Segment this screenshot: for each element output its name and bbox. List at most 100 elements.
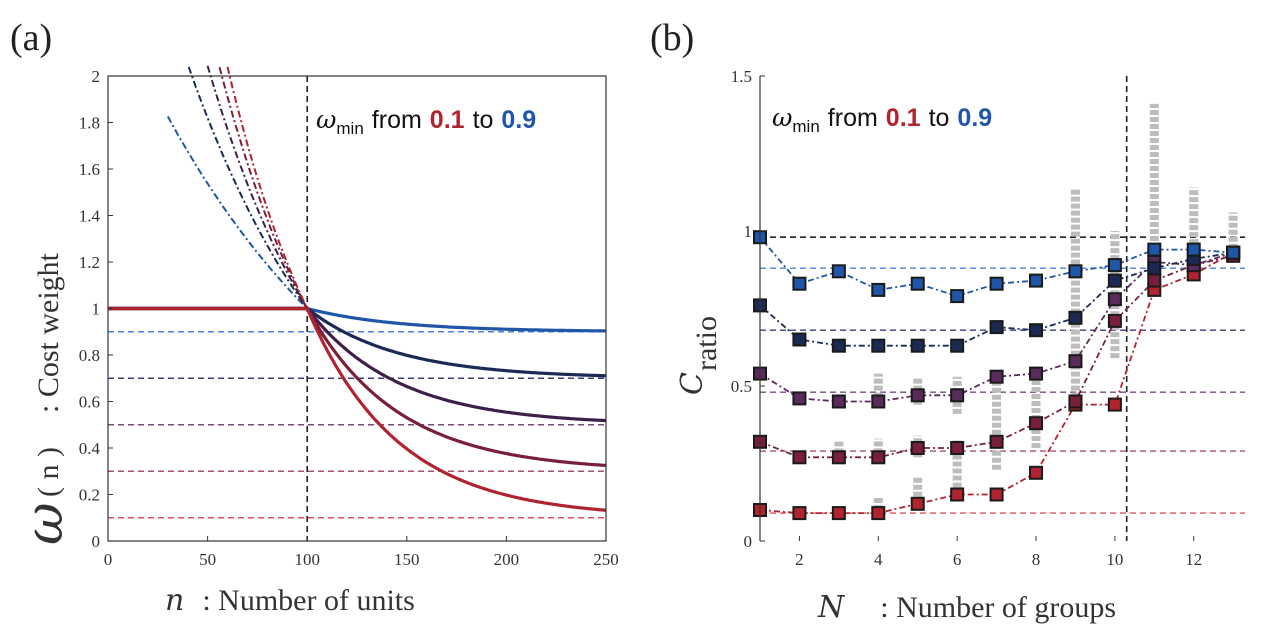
panel-a-annotation: ωmin from 0.1 to 0.9 — [316, 105, 536, 138]
data-point — [1029, 416, 1044, 431]
x-tick-label: 50 — [199, 550, 216, 569]
data-point — [950, 487, 965, 502]
high-value-b: 0.9 — [957, 104, 992, 132]
high-value: 0.9 — [501, 106, 536, 134]
data-point — [910, 496, 925, 511]
panel-a-series — [108, 65, 607, 512]
x-tick-label-b: 6 — [953, 550, 962, 569]
y-c-symbol: C — [675, 372, 710, 395]
panel-b-ticks: 0 0.5 1 1.5 2 4 6 8 10 12 — [731, 67, 1202, 569]
data-point — [910, 338, 925, 353]
panel-b-gray-bars — [834, 103, 1238, 510]
data-point — [792, 450, 807, 465]
data-point — [1186, 242, 1201, 257]
data-point — [1107, 397, 1122, 412]
data-point — [989, 434, 1004, 449]
panel-b-ylabel: C ratio — [675, 316, 723, 395]
data-point — [950, 338, 965, 353]
y-c-subscript: ratio — [690, 316, 723, 371]
data-point — [989, 487, 1004, 502]
x-tick-label-b: 12 — [1185, 550, 1202, 569]
panel-a-ylabel: ω ( n ) : Cost weight — [15, 252, 75, 545]
x-tick-label-b: 8 — [1032, 550, 1041, 569]
left-curve-0.5 — [206, 65, 309, 310]
panel-a-ticks: 0 0.2 0.4 0.6 0.8 1 1.2 1.4 1.6 1.8 2 0 50 100 150 200 2… — [79, 67, 619, 569]
y-label-text: : Cost weight — [32, 252, 65, 413]
data-point — [1068, 310, 1083, 325]
low-value-b: 0.1 — [886, 104, 921, 132]
panel-b-letter: (b) — [650, 17, 694, 59]
data-point — [950, 388, 965, 403]
data-point — [831, 394, 846, 409]
panel-a-letter: (a) — [10, 17, 52, 59]
data-point — [1107, 313, 1122, 328]
data-point — [1068, 264, 1083, 279]
x-label-text: : Number of units — [202, 584, 414, 617]
data-point — [1107, 292, 1122, 307]
data-point — [989, 276, 1004, 291]
data-point — [1029, 465, 1044, 480]
left-curve-0.1 — [226, 66, 309, 309]
data-point — [1107, 273, 1122, 288]
data-point — [1107, 258, 1122, 273]
y-tick-label: 2 — [92, 67, 101, 86]
right-curve-0.3 — [108, 306, 607, 467]
data-point — [831, 506, 846, 521]
data-point — [871, 450, 886, 465]
y-tick-label-b: 1 — [744, 222, 753, 241]
data-point — [792, 276, 807, 291]
right-curve-0.1 — [108, 306, 607, 512]
data-point — [1147, 273, 1162, 288]
data-point — [910, 276, 925, 291]
x-tick-label-b: 10 — [1106, 550, 1123, 569]
data-point — [871, 282, 886, 297]
x-tick-label: 250 — [593, 550, 619, 569]
data-point — [1147, 261, 1162, 276]
data-point — [792, 506, 807, 521]
y-tick-label: 0.2 — [79, 486, 100, 505]
panel-b-annotation: ωmin from 0.1 to 0.9 — [772, 103, 992, 136]
panel-a-xlabel: n : Number of units — [165, 583, 415, 618]
right-curve-0.7 — [108, 306, 607, 378]
from-word: from — [372, 106, 422, 134]
y-tick-label-b: 0 — [744, 532, 753, 551]
panel-b-reference-lines — [760, 76, 1245, 541]
x-tick-label: 200 — [494, 550, 520, 569]
data-point — [1029, 273, 1044, 288]
y-tick-label-b: 1.5 — [731, 67, 752, 86]
x-tick-label: 100 — [294, 550, 320, 569]
y-arg: ( n ) — [32, 447, 65, 497]
data-point — [989, 369, 1004, 384]
y-tick-label: 0.8 — [79, 346, 100, 365]
to-word: to — [473, 106, 494, 134]
data-point — [871, 394, 886, 409]
data-point — [1029, 323, 1044, 338]
y-tick-label: 1.4 — [79, 207, 101, 226]
right-curve-0.5 — [108, 306, 607, 423]
data-point — [1068, 394, 1083, 409]
panel-b-xlabel: N: Number of groups — [817, 590, 1116, 625]
data-point — [1029, 366, 1044, 381]
y-tick-label: 1.8 — [79, 114, 100, 133]
y-tick-label: 1.6 — [79, 160, 100, 179]
x-symbol: n — [165, 583, 184, 618]
data-point — [910, 388, 925, 403]
data-point — [831, 264, 846, 279]
data-point — [950, 289, 965, 304]
y-tick-label: 0.4 — [79, 439, 101, 458]
y-tick-label-b: 0.5 — [731, 377, 752, 396]
x-tick-label: 150 — [394, 550, 420, 569]
to-word-b: to — [929, 104, 950, 132]
x-tick-label-b: 4 — [874, 550, 883, 569]
data-point — [989, 320, 1004, 335]
panel-b-series — [753, 230, 1241, 521]
y-tick-label: 0 — [92, 532, 101, 551]
y-tick-label: 1 — [92, 300, 101, 319]
x-tick-label: 0 — [104, 550, 113, 569]
data-point — [831, 450, 846, 465]
data-point — [910, 441, 925, 455]
data-point — [871, 506, 886, 521]
left-curve-0.3 — [218, 66, 309, 309]
left-curve-0.7 — [187, 66, 309, 310]
